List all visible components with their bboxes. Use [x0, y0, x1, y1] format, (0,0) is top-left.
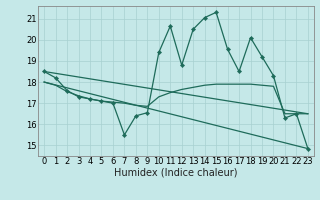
X-axis label: Humidex (Indice chaleur): Humidex (Indice chaleur): [114, 168, 238, 178]
